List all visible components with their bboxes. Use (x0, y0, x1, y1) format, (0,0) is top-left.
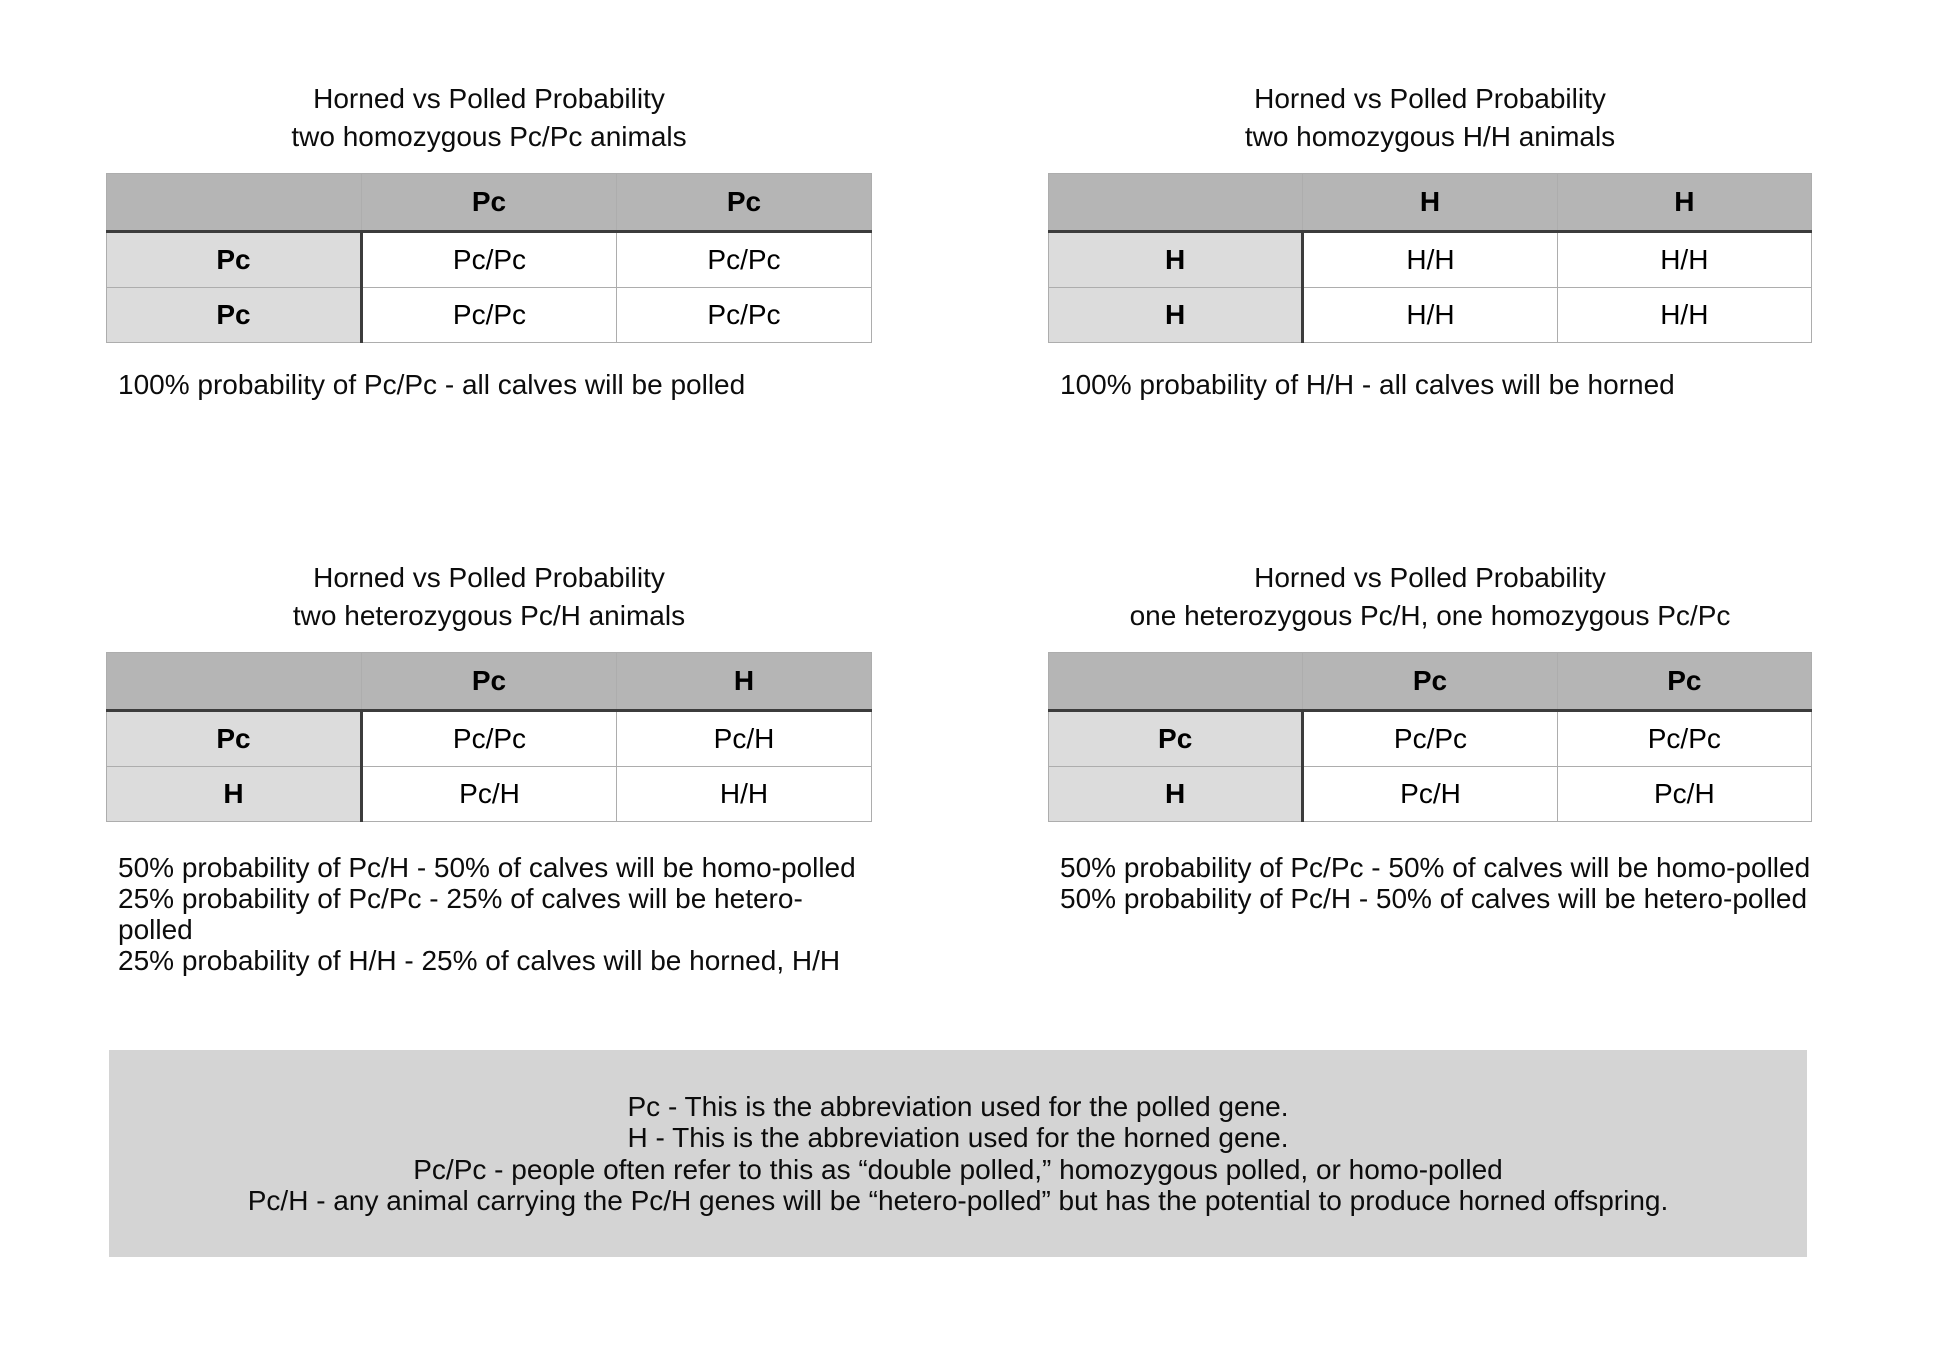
panel-captions: 100% probability of H/H - all calves wil… (1048, 369, 1812, 400)
legend-line: Pc/Pc - people often refer to this as “d… (413, 1153, 1503, 1185)
legend-line: Pc - This is the abbreviation used for t… (627, 1090, 1289, 1122)
panel-title: Horned vs Polled Probability two homozyg… (106, 80, 872, 156)
panel-title-line2: two homozygous Pc/Pc animals (291, 121, 687, 152)
genotype-cell: H/H (1556, 287, 1813, 343)
panel-title-line1: Horned vs Polled Probability (1254, 562, 1606, 593)
punnett-table: Pc H Pc Pc/Pc Pc/H H Pc/H H/H (106, 652, 872, 822)
caption-line: 100% probability of Pc/Pc - all calves w… (118, 369, 746, 400)
column-header-cell: H (1556, 173, 1813, 233)
genotype-cell: H/H (1302, 287, 1558, 343)
caption-line: 25% probability of Pc/Pc - 25% of calves… (118, 883, 803, 945)
column-header-cell: H (616, 652, 872, 712)
row-header-cell: H (1047, 766, 1305, 822)
genotype-cell: Pc/H (616, 710, 872, 767)
punnett-table: Pc Pc Pc Pc/Pc Pc/Pc H Pc/H Pc/H (1047, 652, 1813, 822)
punnett-panel-pcpc-x-pcpc: Horned vs Polled Probability two homozyg… (106, 80, 872, 400)
caption-line: 50% probability of Pc/Pc - 50% of calves… (1060, 852, 1811, 883)
row-header-cell: H (1047, 287, 1305, 343)
column-header-cell: Pc (361, 652, 617, 712)
caption-line: 100% probability of H/H - all calves wil… (1060, 369, 1675, 400)
punnett-table: Pc Pc Pc Pc/Pc Pc/Pc Pc Pc/Pc Pc/Pc (106, 173, 872, 343)
panel-captions: 50% probability of Pc/Pc - 50% of calves… (1048, 852, 1812, 914)
caption-line: 50% probability of Pc/H - 50% of calves … (118, 852, 856, 883)
panel-title-line1: Horned vs Polled Probability (313, 83, 665, 114)
genotype-cell: Pc/Pc (616, 287, 872, 343)
panel-captions: 50% probability of Pc/H - 50% of calves … (106, 852, 872, 976)
genotype-cell: H/H (1302, 231, 1558, 288)
genotype-cell: H/H (1556, 231, 1813, 288)
table-corner-cell (106, 173, 362, 233)
punnett-panel-pch-x-pcpc: Horned vs Polled Probability one heteroz… (1047, 559, 1813, 914)
row-header-cell: Pc (1047, 710, 1305, 767)
panel-captions: 100% probability of Pc/Pc - all calves w… (106, 369, 872, 400)
panel-title: Horned vs Polled Probability two homozyg… (1048, 80, 1812, 156)
genotype-cell: Pc/Pc (361, 287, 617, 343)
legend-line: Pc/H - any animal carrying the Pc/H gene… (247, 1185, 1669, 1216)
punnett-panel-hh-x-hh: Horned vs Polled Probability two homozyg… (1047, 80, 1813, 400)
genotype-cell: Pc/Pc (616, 231, 872, 288)
genotype-cell: Pc/H (1556, 766, 1813, 822)
row-header-cell: Pc (106, 231, 363, 288)
table-corner-cell (106, 652, 362, 712)
legend-line: H - This is the abbreviation used for th… (627, 1122, 1289, 1153)
row-header-cell: H (106, 766, 363, 822)
row-header-cell: H (1047, 231, 1305, 288)
caption-line: 50% probability of Pc/H - 50% of calves … (1060, 883, 1808, 914)
column-header-cell: Pc (1302, 652, 1558, 712)
panel-title-line2: two heterozygous Pc/H animals (292, 600, 686, 631)
genotype-cell: Pc/Pc (361, 710, 617, 767)
genotype-cell: Pc/H (361, 766, 617, 822)
punnett-table: H H H H/H H/H H H/H H/H (1047, 173, 1813, 343)
panel-title-line1: Horned vs Polled Probability (313, 562, 665, 593)
genotype-cell: Pc/Pc (361, 231, 617, 288)
table-corner-cell (1047, 652, 1304, 712)
panel-title-line2: one heterozygous Pc/H, one homozygous Pc… (1129, 600, 1731, 631)
column-header-cell: Pc (1556, 652, 1813, 712)
caption-line: 25% probability of H/H - 25% of calves w… (118, 945, 841, 976)
column-header-cell: H (1302, 173, 1558, 233)
punnett-panel-pch-x-pch: Horned vs Polled Probability two heteroz… (106, 559, 872, 976)
table-corner-cell (1047, 173, 1304, 233)
row-header-cell: Pc (106, 710, 363, 767)
genotype-cell: Pc/Pc (1302, 710, 1558, 767)
panel-title-line2: two homozygous H/H animals (1244, 121, 1616, 152)
panel-title: Horned vs Polled Probability two heteroz… (106, 559, 872, 635)
column-header-cell: Pc (361, 173, 617, 233)
panel-title-line1: Horned vs Polled Probability (1254, 83, 1606, 114)
legend-box: Pc - This is the abbreviation used for t… (109, 1050, 1807, 1257)
row-header-cell: Pc (106, 287, 363, 343)
genotype-cell: H/H (616, 766, 872, 822)
genotype-cell: Pc/Pc (1556, 710, 1813, 767)
column-header-cell: Pc (616, 173, 872, 233)
panel-title: Horned vs Polled Probability one heteroz… (1048, 559, 1812, 635)
genotype-cell: Pc/H (1302, 766, 1558, 822)
